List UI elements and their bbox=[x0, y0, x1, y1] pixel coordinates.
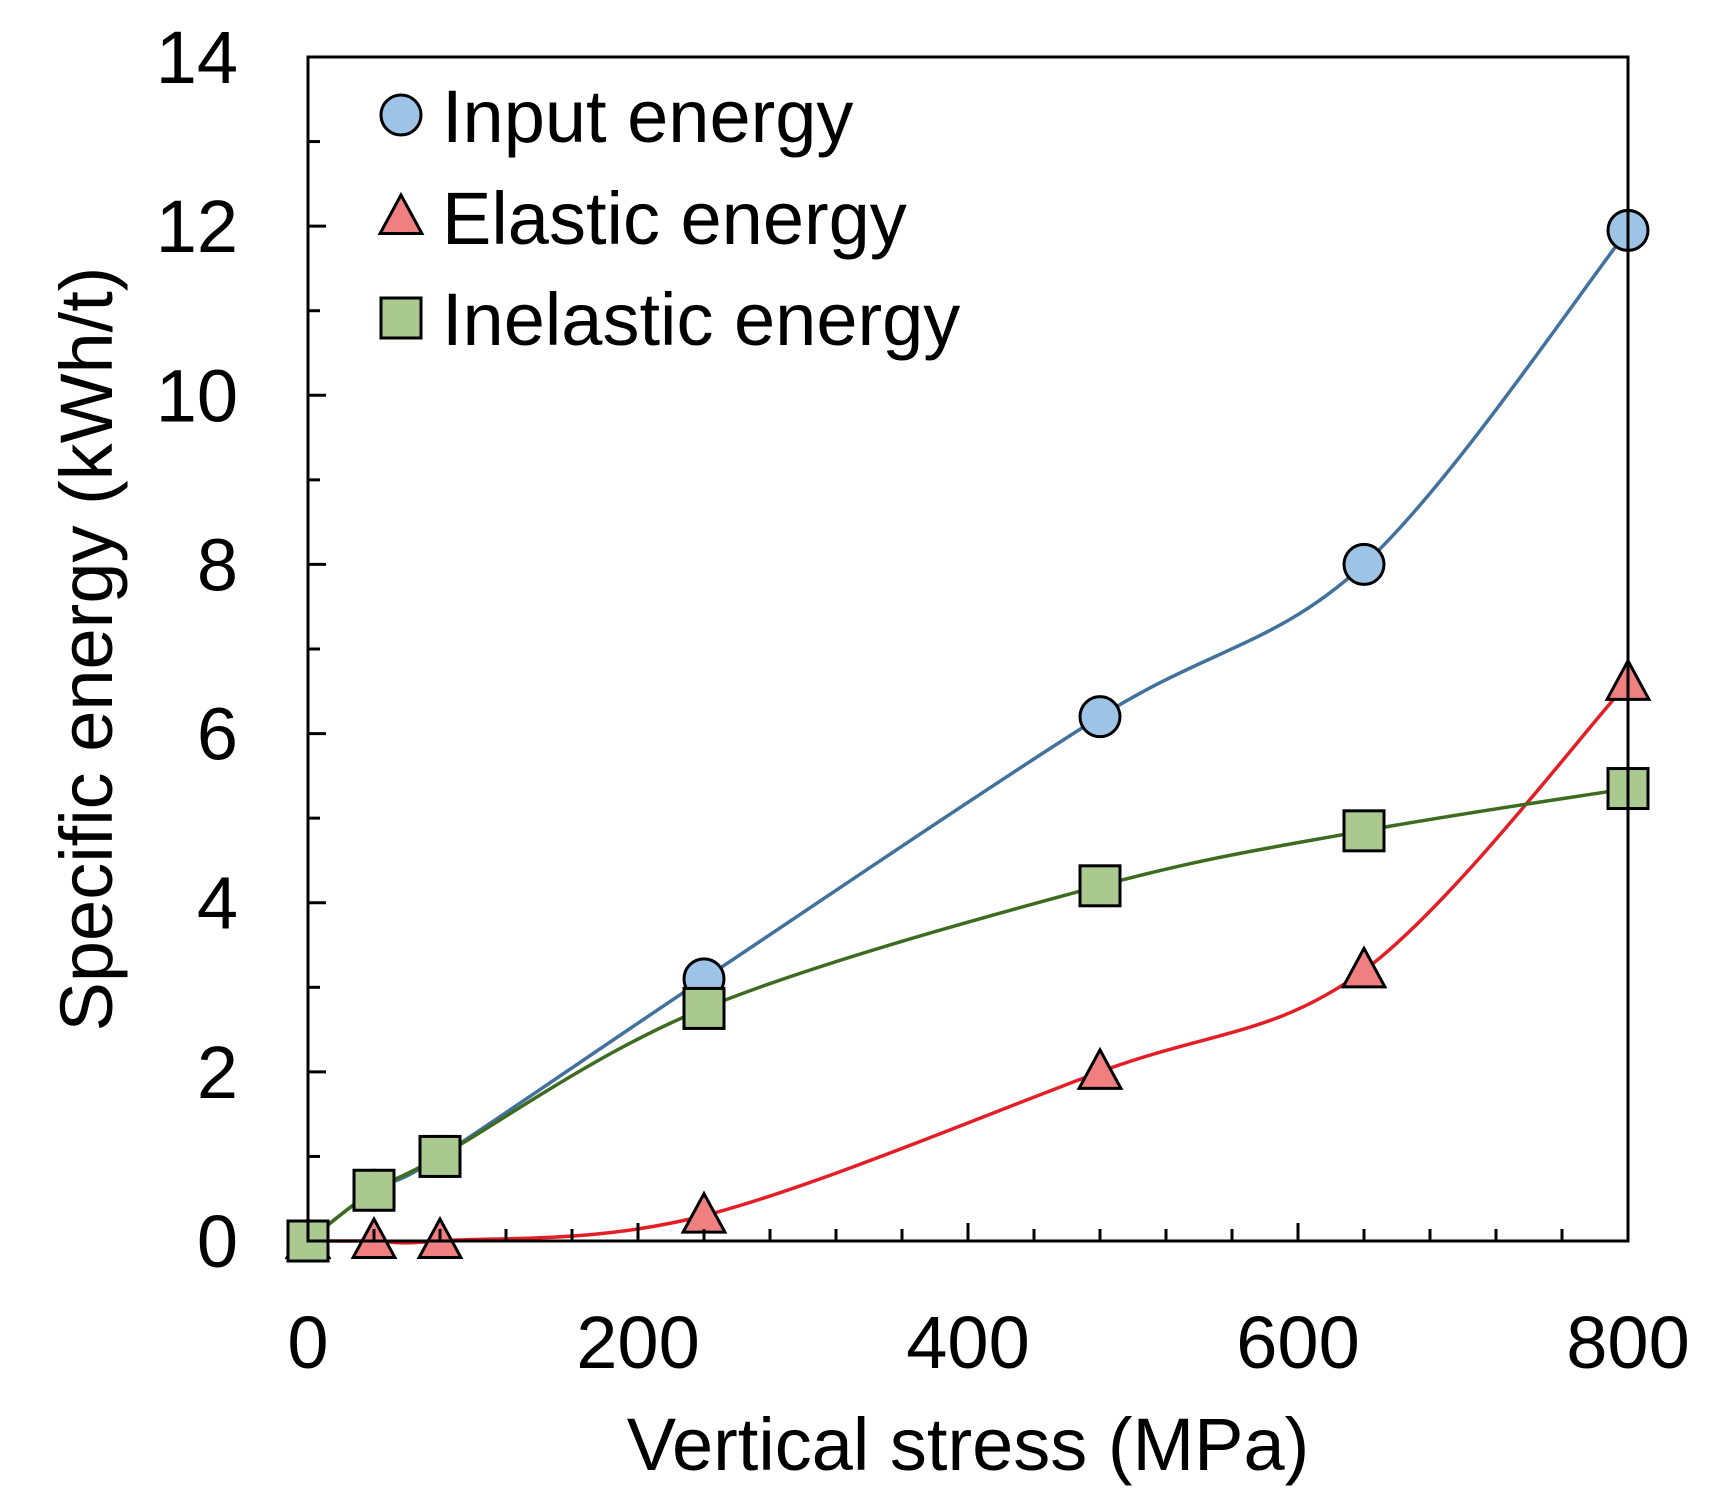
y-tick-label: 8 bbox=[197, 523, 238, 606]
y-tick-label: 4 bbox=[197, 862, 238, 945]
x-tick-label: 800 bbox=[1566, 1301, 1689, 1384]
y-tick-label: 12 bbox=[156, 185, 238, 268]
x-tick-label: 0 bbox=[287, 1301, 328, 1384]
x-tick-label: 600 bbox=[1236, 1301, 1359, 1384]
series-markers bbox=[284, 208, 1652, 1263]
y-tick-label: 14 bbox=[156, 16, 238, 99]
y-tick-label: 6 bbox=[197, 693, 238, 776]
axis-ticks bbox=[306, 55, 1630, 1243]
y-tick-label: 2 bbox=[197, 1031, 238, 1114]
legend: Input energy Elastic energy Inelastic ener… bbox=[377, 75, 960, 361]
x-tick-label: 400 bbox=[906, 1301, 1029, 1384]
legend-label: Input energy bbox=[442, 75, 853, 158]
legend-marker-square bbox=[379, 296, 423, 340]
legend-marker-circle bbox=[379, 93, 423, 137]
x-axis-title: Vertical stress (MPa) bbox=[627, 1403, 1310, 1486]
legend-label: Elastic energy bbox=[442, 177, 907, 260]
series-lines bbox=[306, 229, 1630, 1245]
data-point-square bbox=[1342, 809, 1386, 853]
data-point-square bbox=[1078, 864, 1122, 908]
data-point-circle bbox=[1078, 695, 1122, 739]
y-tick-labels: 0 2 4 6 8 10 12 14 bbox=[156, 16, 238, 1283]
series-line-square bbox=[306, 786, 1629, 1243]
data-point-square bbox=[418, 1134, 462, 1178]
series-line-triangle bbox=[307, 681, 1630, 1245]
x-tick-label: 200 bbox=[576, 1301, 699, 1384]
data-point-square bbox=[352, 1168, 396, 1212]
data-point-square bbox=[682, 986, 726, 1030]
legend-label: Inelastic energy bbox=[442, 278, 960, 361]
legend-marker-triangle bbox=[377, 191, 425, 235]
data-point-triangle bbox=[1340, 945, 1388, 989]
y-tick-label: 10 bbox=[156, 354, 238, 437]
x-tick-labels: 0 200 400 600 800 bbox=[287, 1301, 1689, 1384]
series-line-circle bbox=[306, 229, 1630, 1243]
data-point-circle bbox=[1342, 542, 1386, 586]
data-point-triangle bbox=[1076, 1046, 1124, 1090]
y-tick-label: 0 bbox=[197, 1200, 238, 1283]
y-axis-title: Specific energy (kWh/t) bbox=[45, 267, 128, 1032]
